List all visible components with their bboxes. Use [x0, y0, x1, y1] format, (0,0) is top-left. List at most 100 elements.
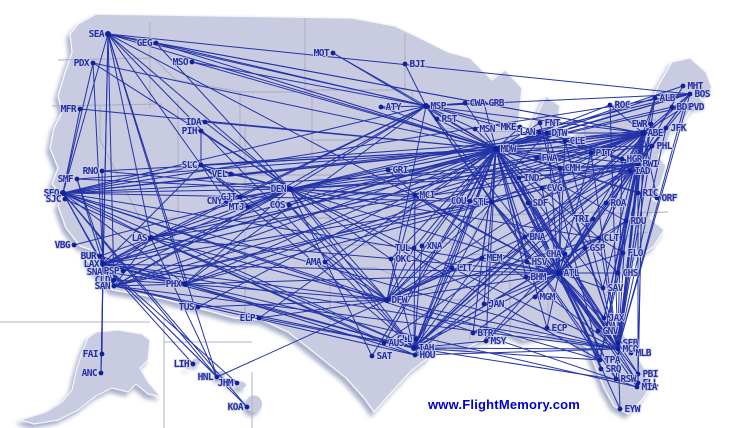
airport-label-CLD: CLD [95, 275, 111, 286]
route-SFO-SEA [62, 33, 109, 194]
route-DEN-OKC [289, 188, 392, 260]
route-MDW-GEG [155, 42, 497, 150]
route-MDW-IAH [413, 148, 497, 349]
route-GJT-SLC [200, 164, 241, 198]
route-FNT-TPA [539, 122, 601, 361]
airport-dot-AMA [322, 259, 328, 265]
route-LAX-SMF [76, 178, 104, 265]
airport-dot-STL [489, 199, 495, 205]
airport-label-PVD: PVD [689, 102, 705, 113]
airport-label-GRI: GRI [393, 165, 408, 176]
airport-label-ECP: ECP [552, 323, 568, 334]
airport-dot-SFO [60, 190, 66, 196]
route-DFW-STL [386, 201, 493, 301]
route-ATL-FLO [558, 252, 624, 274]
airport-dot-MTJ [245, 204, 251, 210]
route-BWI-TPA [599, 163, 639, 361]
airport-dot-OKC [388, 256, 394, 262]
airport-dot-GEG [153, 40, 159, 46]
airport-label-FAI: FAI [83, 349, 98, 360]
airport-label-MDW: MDW [501, 144, 517, 155]
airport-label-CLE: CLE [570, 136, 586, 147]
route-MCO-CLT [598, 237, 619, 350]
airport-dot-COS [286, 202, 292, 208]
route-SFO-PDX [62, 62, 94, 194]
route-IAH-COS [288, 204, 415, 349]
airport-dot-MHT [680, 83, 686, 89]
airport-label-GSP: GSP [590, 243, 606, 254]
airport-label-PSP: PSP [104, 266, 120, 277]
route-DEN-IAH [289, 188, 415, 349]
airport-dot-JFK [663, 125, 669, 131]
airport-dot-FLL [635, 380, 641, 386]
airport-label-SJC: SJC [46, 194, 62, 205]
airport-dot-PDX [90, 60, 96, 66]
airport-dot-MIA [634, 384, 640, 390]
route-SAN-MSP [113, 105, 427, 287]
airport-label-XNA: XNA [427, 241, 443, 252]
route-ABE-MSP [425, 105, 644, 134]
route-SEA-LAS [107, 33, 152, 239]
airport-dot-PVD [681, 104, 687, 110]
airport-label-IND: IND [524, 173, 540, 184]
airport-dot-GNV [595, 328, 601, 334]
route-MCO-PHL [617, 145, 653, 350]
route-MDW-IDA [204, 121, 497, 150]
airport-label-BTR: BTR [478, 328, 494, 339]
hawaii-island-shape [246, 395, 262, 413]
airport-label-JAN: JAN [489, 299, 505, 310]
airport-label-SFO: SFO [44, 188, 60, 199]
airport-dot-MLB [628, 350, 634, 356]
route-MSP-RSW [425, 105, 617, 380]
flightmemory-watermark-link[interactable]: www.FlightMemory.com [428, 397, 581, 412]
airport-label-BHM: BHM [531, 272, 547, 283]
route-SFO-BWI [62, 163, 639, 194]
airport-label-RIC: RIC [643, 188, 659, 199]
route-MCO-PVD [617, 106, 685, 350]
airport-dot-MFR [77, 106, 83, 112]
route-GRI-MCI [387, 169, 416, 196]
route-ATL-CLE [558, 140, 566, 274]
airport-dot-CHS [615, 270, 621, 276]
airport-dot-LAS [148, 235, 154, 241]
route-BWI-LAS [150, 163, 639, 239]
route-ATL-SAV [558, 272, 604, 289]
airport-label-VBG: VBG [55, 240, 71, 251]
airport-dot-SDF [525, 200, 531, 206]
airport-label-CLT: CLT [604, 233, 620, 244]
airport-label-AUS: AUS [389, 338, 405, 349]
airport-dot-CLL [413, 336, 419, 342]
airport-label-BDL: BDL [677, 102, 693, 113]
airport-label-ROA: ROA [611, 198, 627, 209]
airport-label-MFR: MFR [61, 104, 77, 115]
airport-dot-TPA [597, 357, 603, 363]
airport-dot-EWR [648, 121, 654, 127]
state-border-line [479, 130, 519, 133]
airport-dot-KOA [244, 404, 250, 410]
route-ATL-JAX [558, 272, 605, 319]
airport-label-OKC: OKC [396, 254, 412, 265]
route-SFO-STL [62, 192, 493, 203]
airport-dot-SMF [74, 176, 80, 182]
airport-label-FNT: FNT [545, 118, 561, 129]
airport-dot-FNT [537, 120, 543, 126]
route-ABE-ROC [609, 104, 644, 134]
route-MDW-RDU [495, 148, 627, 222]
route-VEL-SLC [200, 164, 232, 175]
route-IAH-MCO [413, 347, 619, 350]
airport-label-FLO: FLO [628, 248, 644, 259]
airport-label-SNA: SNA [87, 267, 103, 278]
route-HNL-LAS [150, 237, 218, 378]
airport-dot-LIH [190, 361, 196, 367]
airport-label-MTJ: MTJ [229, 202, 244, 213]
airport-label-RDU: RDU [631, 216, 647, 227]
route-DFW-PHX [184, 283, 388, 301]
route-DEN-VEL [230, 173, 291, 190]
route-DFW-MCO [386, 299, 619, 350]
airport-dot-IAD [627, 168, 633, 174]
route-LAX-PDX [92, 62, 104, 265]
airport-label-TRI: TRI [574, 214, 589, 225]
airport-label-IAH: IAH [419, 343, 435, 354]
airport-label-PHL: PHL [657, 141, 673, 152]
